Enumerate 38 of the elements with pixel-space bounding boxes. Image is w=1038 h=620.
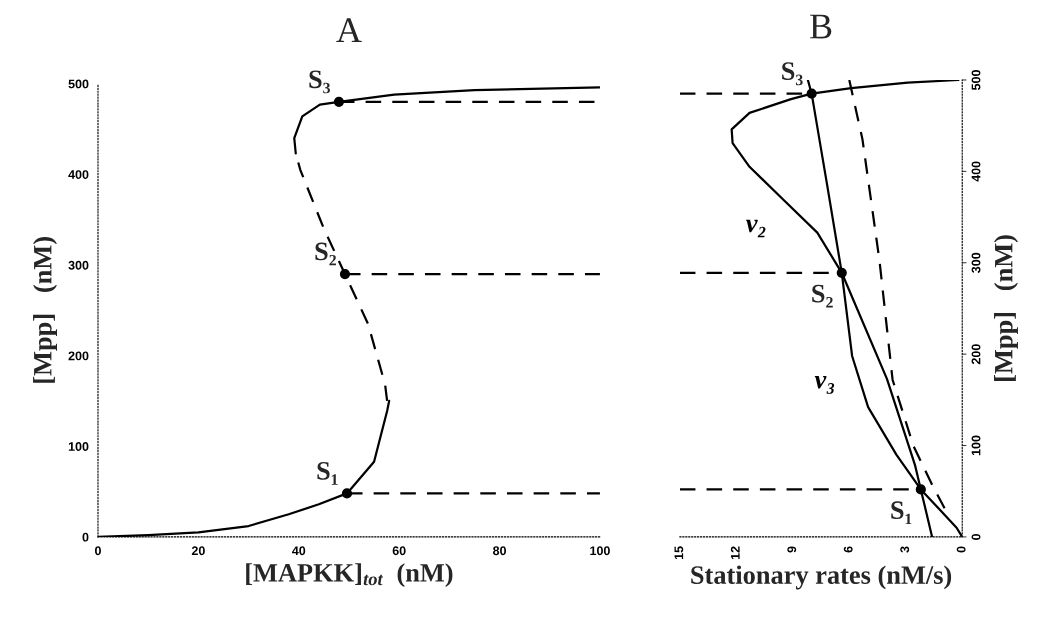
y-tick-label: 0 (82, 532, 89, 542)
y-tick-label: 400 (68, 170, 89, 179)
annotation: S₂ (315, 242, 336, 266)
y-tick-label: 500 (971, 70, 981, 91)
y-tick-label: 300 (68, 260, 89, 270)
x-tick-label: 60 (392, 546, 406, 556)
y-tick-label: 100 (971, 435, 981, 456)
annotation: S₁ (891, 501, 912, 525)
y-axis-title: [Mpp] (nM) (33, 237, 57, 383)
series-label: v₃ (814, 376, 835, 394)
chart-title: B (810, 14, 832, 39)
x-tick-label: 12 (730, 546, 740, 560)
y-tick-label: 0 (971, 533, 981, 540)
x-tick-label: 9 (787, 546, 797, 553)
y-tick-label: 400 (971, 161, 981, 182)
annotation: S₁ (317, 461, 338, 485)
annotation: S₂ (812, 284, 833, 308)
x-tick-label: 15 (674, 546, 684, 560)
y-tick-label: 500 (68, 79, 89, 89)
y-tick-label: 200 (68, 351, 89, 361)
y-tick-label: 300 (971, 252, 981, 273)
x-tick-label: 80 (493, 546, 507, 556)
x-axis-title: [MAPKK]$_{tot}$ (nM) (246, 563, 453, 588)
x-tick-label: 40 (292, 546, 306, 556)
y-tick-label: 100 (68, 442, 89, 451)
x-tick-label: 6 (843, 546, 853, 553)
y-tick-label: 200 (971, 344, 981, 365)
x-tick-label: 0 (95, 546, 101, 556)
x-tick-label: 100 (590, 546, 610, 556)
x-axis-title: Stationary rates (nM/s) (691, 565, 952, 590)
x-tick-label: 20 (191, 546, 205, 556)
x-tick-label: 3 (900, 546, 910, 553)
annotation: S₃ (782, 62, 803, 86)
chart-title: A (336, 18, 362, 43)
x-tick-label: 0 (956, 546, 966, 553)
series-label: v₂ (746, 219, 766, 238)
y-axis-title: [Mpp] (nM) (994, 235, 1018, 381)
annotation: S₃ (309, 70, 331, 94)
